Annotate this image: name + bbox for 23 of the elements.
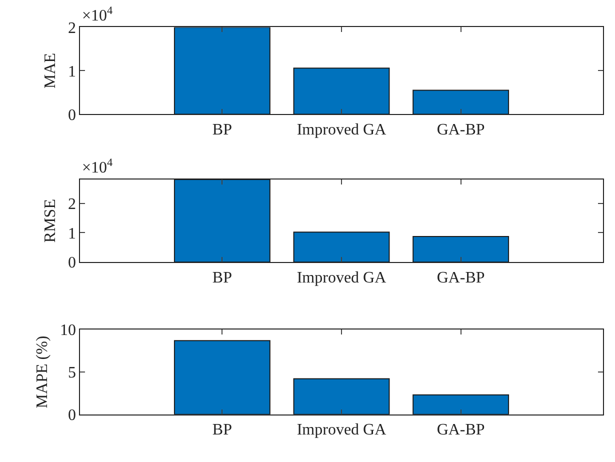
y-axis-title: RMSE bbox=[42, 199, 59, 243]
y-tick-label: 10 bbox=[60, 322, 76, 340]
y-tick-label: 1 bbox=[68, 225, 76, 242]
x-tick-label: BP bbox=[212, 121, 232, 138]
y-tick-label: 1 bbox=[68, 63, 76, 80]
y-tick-label: 0 bbox=[68, 106, 76, 124]
y-tick-label: 0 bbox=[68, 254, 76, 272]
x-tick-label: GA-BP bbox=[436, 269, 485, 286]
x-tick-label: GA-BP bbox=[436, 422, 485, 439]
x-tick-label: Improved GA bbox=[296, 121, 387, 138]
y-tick-label: 2 bbox=[68, 20, 76, 37]
text: ×10$^{4}$ bbox=[82, 157, 114, 177]
text: ×10$^{4}$ bbox=[82, 5, 114, 25]
y-tick-label: 0 bbox=[68, 406, 76, 424]
x-tick-label: GA-BP bbox=[436, 121, 485, 138]
x-tick-label: Improved GA bbox=[296, 422, 387, 439]
y-tick-label: 5 bbox=[68, 364, 76, 382]
x-tick-label: BP bbox=[212, 422, 232, 439]
x-tick-label: BP bbox=[212, 269, 232, 286]
y-axis-title: MAE bbox=[42, 52, 59, 89]
y-axis-title: MAPE (%) bbox=[34, 336, 51, 408]
x-tick-label: Improved GA bbox=[296, 269, 387, 286]
y-tick-label: 2 bbox=[68, 196, 76, 213]
